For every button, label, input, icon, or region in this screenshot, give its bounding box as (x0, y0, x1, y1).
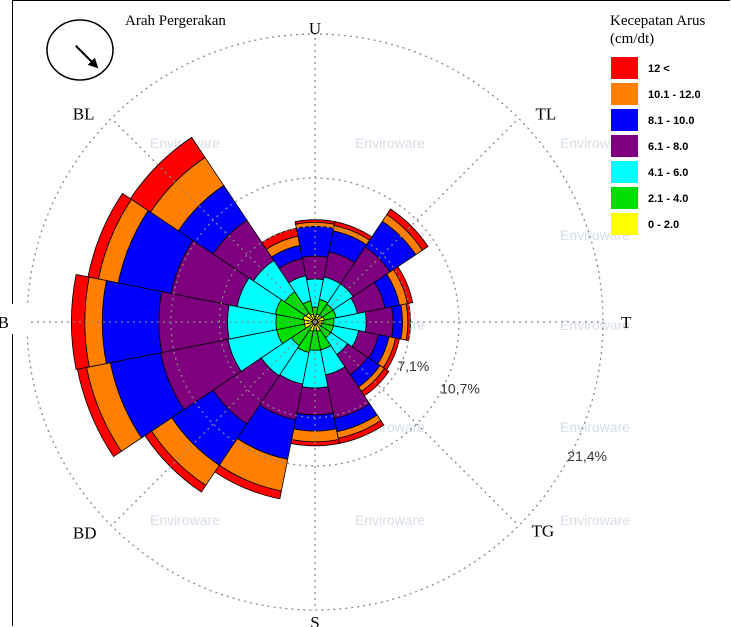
watermark-text: Enviroware (560, 317, 630, 333)
legend-swatch-5 (611, 187, 638, 209)
direction-label-TG: TG (531, 521, 554, 540)
legend-swatch-2 (611, 109, 638, 131)
legend-swatch-1 (611, 83, 638, 105)
legend-label-5: 2.1 - 4.0 (648, 193, 688, 205)
grid-spoke-45 (314, 117, 520, 323)
grid-layer (26, 33, 604, 611)
legend-label-1: 10.1 - 12.0 (648, 89, 701, 101)
ring-label-2: 21,4% (567, 448, 607, 464)
legend-label-2: 8.1 - 10.0 (648, 115, 694, 127)
direction-label-BL: BL (73, 105, 95, 124)
legend-title-line-1: Kecepatan Arus (610, 13, 706, 29)
watermark-text: Enviroware (355, 512, 425, 528)
legend-swatch-6 (611, 213, 638, 235)
watermark-text: Enviroware (150, 512, 220, 528)
direction-label-U: U (309, 19, 321, 38)
sector-337.5-bin-6 (309, 313, 316, 323)
legend-swatch-0 (611, 57, 638, 79)
movement-circle (46, 19, 114, 81)
grid-spoke-315 (110, 117, 316, 323)
legend-label-4: 4.1 - 6.0 (648, 167, 688, 179)
legend-swatch-3 (611, 135, 638, 157)
ring-label-1: 10,7% (440, 381, 480, 397)
legend-label-0: 12 < (648, 63, 670, 75)
direction-labels: U TL T TG S BD B BL (0, 19, 632, 627)
legend-items: 12 < 10.1 - 12.0 8.1 - 10.0 6.1 - 8.0 4.1 - … (611, 57, 701, 235)
movement-arrow-icon (75, 45, 95, 65)
grid-spoke-225 (110, 321, 316, 527)
sector-180-bin-2 (293, 412, 337, 432)
direction-label-TL: TL (535, 105, 556, 124)
watermark-text: Enviroware (560, 512, 630, 528)
legend: Kecepatan Arus (cm/dt) 12 < 10.1 - 12.0 8.… (610, 13, 706, 235)
chart-title: Arah Pergerakan (125, 13, 226, 29)
direction-label-T: T (621, 313, 632, 332)
legend-label-6: 0 - 2.0 (648, 219, 679, 231)
label-background (1, 304, 31, 334)
movement-arrowhead-icon (87, 57, 99, 69)
direction-label-BD: BD (73, 523, 97, 542)
movement-indicator: Arah Pergerakan (46, 13, 226, 81)
grid-ring-2 (26, 33, 604, 611)
legend-label-3: 6.1 - 8.0 (648, 141, 688, 153)
legend-swatch-4 (611, 161, 638, 183)
grid-spoke-135 (314, 321, 520, 527)
watermark-text: Enviroware (355, 135, 425, 151)
direction-label-S: S (310, 613, 319, 627)
grid-ring-0 (218, 225, 412, 419)
ring-label-0: 7,1% (397, 358, 429, 374)
ring-labels: 7,1% 10,7% 21,4% (397, 358, 607, 464)
watermark-text: Enviroware (560, 419, 630, 435)
legend-title-line-2: (cm/dt) (610, 31, 654, 47)
direction-label-B: B (0, 313, 9, 332)
